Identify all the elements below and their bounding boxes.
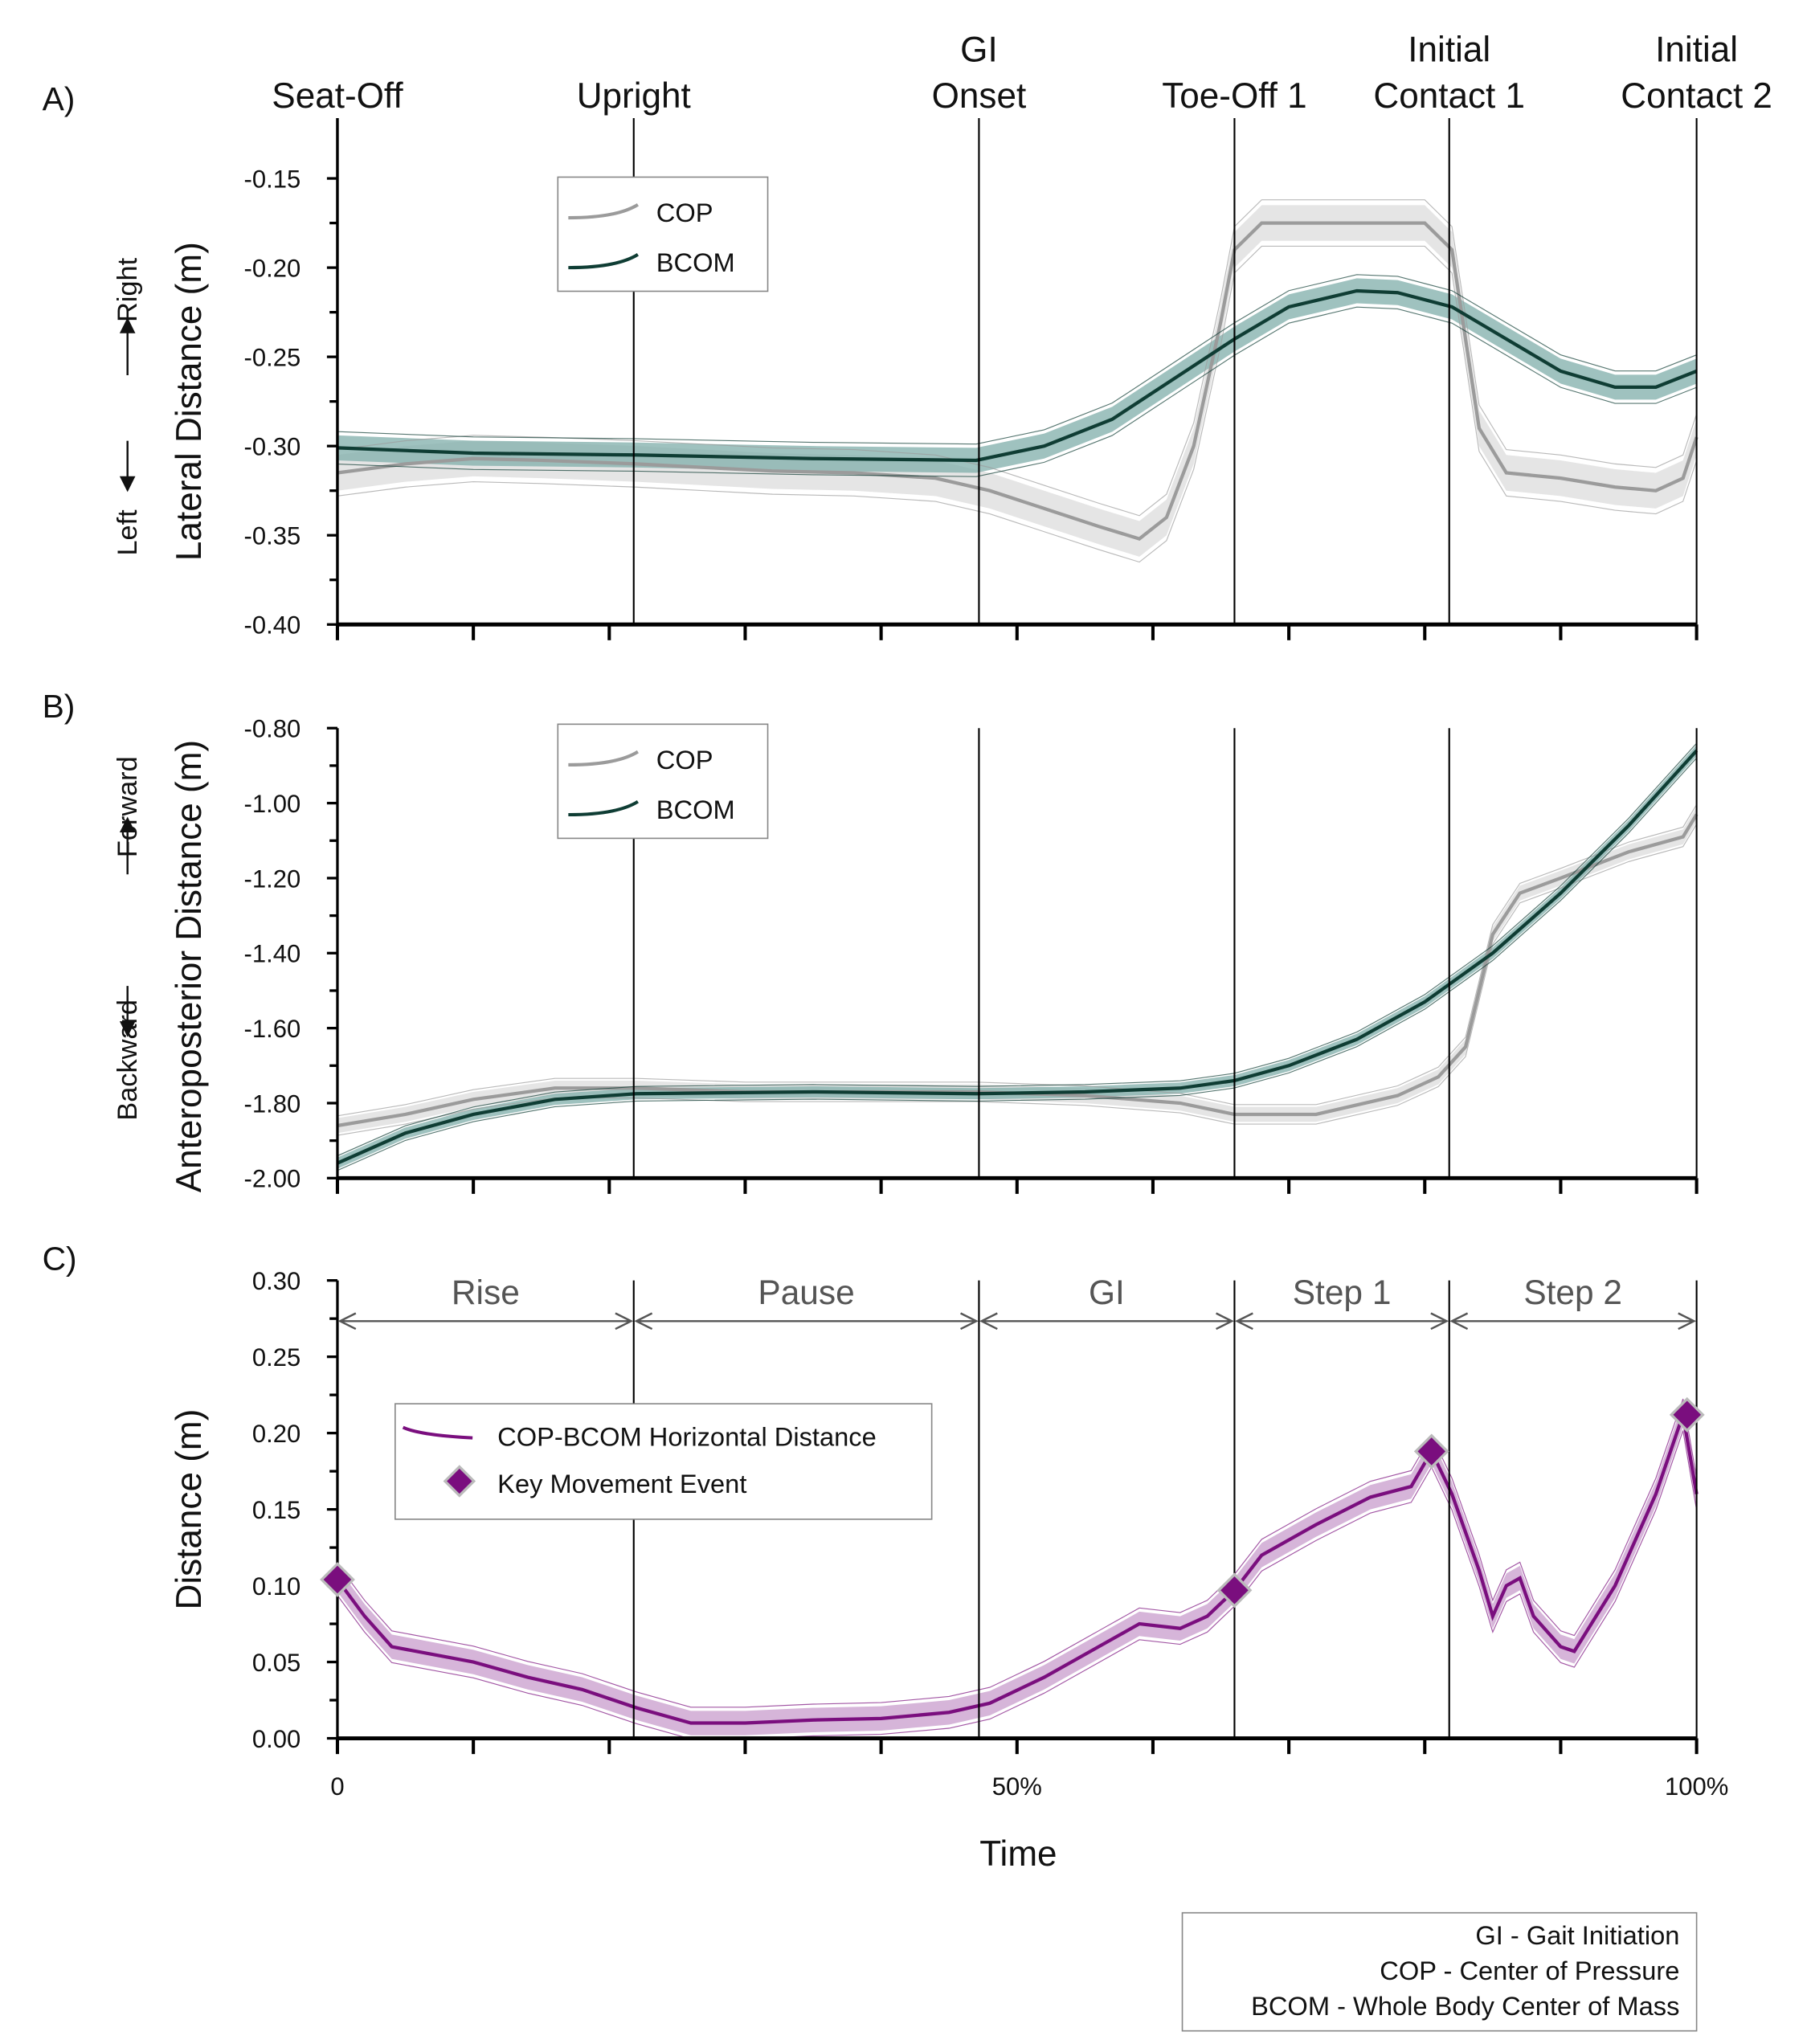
panel-a-y-tick-label: -0.30: [244, 433, 301, 461]
panel-a-series-cop-band: [337, 205, 1697, 557]
panel-a-y-tick-label: -0.40: [244, 611, 301, 640]
abbreviation-line: BCOM - Whole Body Center of Mass: [1251, 1991, 1679, 2021]
panel-b-y-tick-label: -1.40: [244, 940, 301, 968]
legend-event-label: Key Movement Event: [497, 1469, 746, 1498]
key-movement-event-marker: [1413, 1433, 1449, 1470]
x-axis-label: Time: [979, 1834, 1057, 1874]
panel-b-y-tick-label: -2.00: [244, 1165, 301, 1193]
panel-c-y-tick-label: 0.25: [252, 1343, 300, 1372]
event-label: Upright: [577, 76, 691, 116]
panel-b-series-bcom-trial-line: [337, 757, 1698, 1171]
phase-arrow: [337, 1312, 634, 1331]
panel-b-series-cop-mean-line: [337, 813, 1699, 1128]
phase-arrow: [979, 1312, 1234, 1331]
panel-a-y-tick-label: -0.25: [244, 344, 301, 372]
panel-b-series-bcom-mean-line: [337, 749, 1699, 1165]
panel-b-y-tick-label: -0.80: [244, 715, 301, 743]
legend-event-diamond-icon: [443, 1465, 476, 1498]
panel-c-y-axis-label: Distance (m): [170, 1409, 209, 1610]
panel-a-series-cop-mean-line: [337, 221, 1699, 542]
panel-b-series-cop-band: [337, 807, 1697, 1134]
event-label: Onset: [932, 76, 1027, 116]
panel-a-legend: [557, 176, 769, 292]
legend-cop-label: COP: [656, 745, 713, 775]
panel-a-arrow-up-icon: [119, 317, 136, 333]
panel-a-series-cop-trial-line: [337, 245, 1698, 563]
panel-c-y-tick-label: 0.15: [252, 1496, 300, 1524]
panel-b-y-axis-label: Anteroposterior Distance (m): [170, 740, 209, 1192]
phase-arrow: [1234, 1312, 1449, 1331]
x-tick-label: 50%: [992, 1772, 1042, 1801]
panel-a-direction-high: Right: [112, 257, 143, 322]
legend-distance-swatch: [402, 1425, 473, 1440]
panel-b-y-tick-label: -1.80: [244, 1089, 301, 1118]
panel-a-label: A): [43, 80, 76, 117]
legend-bcom-swatch: [568, 253, 639, 270]
panel-a-y-tick-label: -0.20: [244, 255, 301, 283]
key-movement-event-marker: [1669, 1396, 1705, 1433]
panel-b-arrow-down-icon: [119, 1021, 136, 1037]
panel-b-series-bcom-band: [337, 745, 1697, 1169]
panel-b-y-tick-label: -1.00: [244, 790, 301, 818]
panel-a-arrow-down-icon: [119, 476, 136, 493]
phase-label: GI: [1089, 1273, 1125, 1311]
event-label: Initial: [1408, 31, 1490, 70]
panel-c-y-tick-label: 0.30: [252, 1267, 300, 1295]
panel-c-series-cop-bcom-horizontal-distance-trial-line: [337, 1398, 1698, 1708]
panel-a-y-axis-label: Lateral Distance (m): [170, 242, 209, 561]
legend-cop-swatch: [568, 750, 639, 766]
legend-bcom-swatch: [568, 799, 639, 817]
event-label: GI: [960, 31, 998, 70]
abbreviation-line: COP - Center of Pressure: [1380, 1956, 1679, 1985]
panel-b-legend: [557, 723, 769, 840]
panel-b-series-bcom-trial-line: [337, 742, 1698, 1157]
legend-cop-label: COP: [656, 198, 713, 227]
panel-a-series-bcom-mean-line: [337, 288, 1698, 463]
panel-b-direction-low: Backward: [112, 1000, 143, 1121]
phase-arrow: [634, 1312, 979, 1331]
key-movement-event-marker: [320, 1562, 355, 1597]
panel-b-y-tick-label: -1.60: [244, 1015, 301, 1043]
panel-b-direction-high: Forward: [112, 756, 143, 857]
panel-c-series-cop-bcom-horizontal-distance-mean-line: [336, 1414, 1699, 1725]
phase-label: Step 1: [1293, 1273, 1392, 1311]
x-tick-label: 100%: [1665, 1772, 1728, 1801]
key-movement-event-marker: [1216, 1572, 1253, 1609]
panel-c-y-tick-label: 0.00: [252, 1725, 300, 1753]
panel-b-y-tick-label: -1.20: [244, 865, 301, 893]
phase-arrow: [1449, 1312, 1697, 1331]
panel-b-arrow-up-icon: [119, 816, 136, 833]
panel-a-direction-low: Left: [112, 509, 143, 556]
panel-c-legend: [394, 1403, 933, 1520]
panel-a-series-cop-trial-line: [337, 199, 1698, 517]
legend-cop-swatch: [568, 202, 639, 220]
legend-bcom-label: BCOM: [656, 795, 735, 824]
abbreviations-box: [1181, 1911, 1698, 2032]
phase-label: Rise: [452, 1273, 520, 1311]
event-label: Initial: [1655, 31, 1738, 70]
panel-c-y-tick-label: 0.10: [252, 1572, 300, 1600]
panel-c-y-tick-label: 0.05: [252, 1649, 300, 1677]
legend-bcom-label: BCOM: [656, 247, 735, 277]
x-tick-label: 0: [330, 1772, 344, 1801]
panel-a-series-bcom-trial-line: [337, 274, 1697, 445]
phase-label: Pause: [758, 1273, 854, 1311]
panel-a-y-tick-label: -0.15: [244, 165, 301, 193]
event-label: Contact 2: [1621, 76, 1772, 116]
panel-a-series-bcom-trial-line: [337, 306, 1697, 477]
panel-c-label: C): [43, 1241, 77, 1278]
panel-c-series-cop-bcom-horizontal-distance-trial-line: [337, 1430, 1698, 1739]
phase-label: Step 2: [1523, 1273, 1622, 1311]
legend-distance-label: COP-BCOM Horizontal Distance: [497, 1421, 877, 1451]
abbreviation-line: GI - Gait Initiation: [1475, 1920, 1679, 1950]
event-label: Toe-Off 1: [1162, 76, 1307, 116]
panel-b-label: B): [43, 688, 76, 725]
panel-a-y-tick-label: -0.35: [244, 522, 301, 550]
panel-c-y-tick-label: 0.20: [252, 1420, 300, 1448]
event-label: Contact 1: [1373, 76, 1525, 116]
event-label: Seat-Off: [272, 76, 403, 116]
